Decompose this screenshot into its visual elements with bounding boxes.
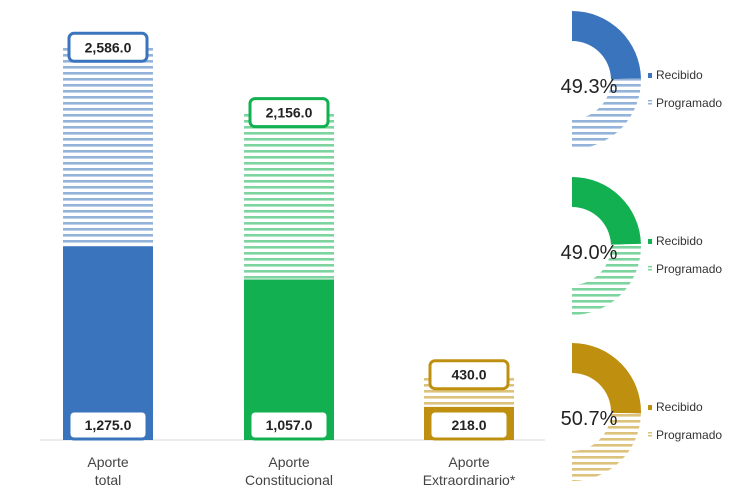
slice-recibido xyxy=(572,11,641,80)
recibido-value-label-text: 1,275.0 xyxy=(85,417,132,433)
programado-value-label: 2,156.0 xyxy=(248,97,330,129)
legend-swatch-recibido xyxy=(648,239,652,244)
recibido-value-label: 218.0 xyxy=(428,409,510,441)
category-label: Aporte xyxy=(268,454,309,470)
category-label: total xyxy=(95,472,121,488)
slice-programado xyxy=(572,412,641,481)
percent-label: 49.3% xyxy=(561,76,618,98)
legend-label-programado: Programado xyxy=(656,262,722,276)
legend-label-programado: Programado xyxy=(656,96,722,110)
legend-swatch-programado xyxy=(648,100,652,102)
legend-label-recibido: Recibido xyxy=(656,68,703,82)
category-label: Aporte xyxy=(87,454,128,470)
category-label: Constitucional xyxy=(245,472,333,488)
category-label: Aporte xyxy=(448,454,489,470)
half-donut-chart: 50.7% Recibido Programado xyxy=(561,343,722,481)
recibido-value-label-text: 218.0 xyxy=(451,417,486,433)
programado-value-label-text: 430.0 xyxy=(451,367,486,383)
legend-swatch-recibido xyxy=(648,405,652,410)
programado-value-label: 430.0 xyxy=(428,359,510,391)
slice-recibido xyxy=(572,177,641,245)
programado-value-label-text: 2,586.0 xyxy=(85,39,132,55)
legend-swatch-recibido xyxy=(648,73,652,78)
percent-label: 49.0% xyxy=(561,242,618,264)
legend-swatch-programado xyxy=(648,432,652,434)
half-donut-chart: 49.3% Recibido Programado xyxy=(561,11,722,149)
percent-label: 50.7% xyxy=(561,408,618,430)
bar-recibido xyxy=(63,246,153,440)
recibido-value-label: 1,275.0 xyxy=(67,409,149,441)
recibido-value-label: 1,057.0 xyxy=(248,409,330,441)
category-label: Extraordinario* xyxy=(423,472,516,488)
slice-recibido xyxy=(572,343,641,414)
bar-programado xyxy=(63,47,153,247)
legend-label-recibido: Recibido xyxy=(656,234,703,248)
programado-value-label: 2,586.0 xyxy=(67,31,149,63)
bar-programado xyxy=(244,112,334,280)
slice-programado xyxy=(572,78,641,149)
legend-swatch-programado xyxy=(648,266,652,268)
legend-label-programado: Programado xyxy=(656,428,722,442)
programado-value-label-text: 2,156.0 xyxy=(266,105,313,121)
recibido-value-label-text: 1,057.0 xyxy=(266,417,313,433)
half-donut-chart: 49.0% Recibido Programado xyxy=(561,177,722,315)
legend-label-recibido: Recibido xyxy=(656,400,703,414)
slice-programado xyxy=(572,243,641,315)
